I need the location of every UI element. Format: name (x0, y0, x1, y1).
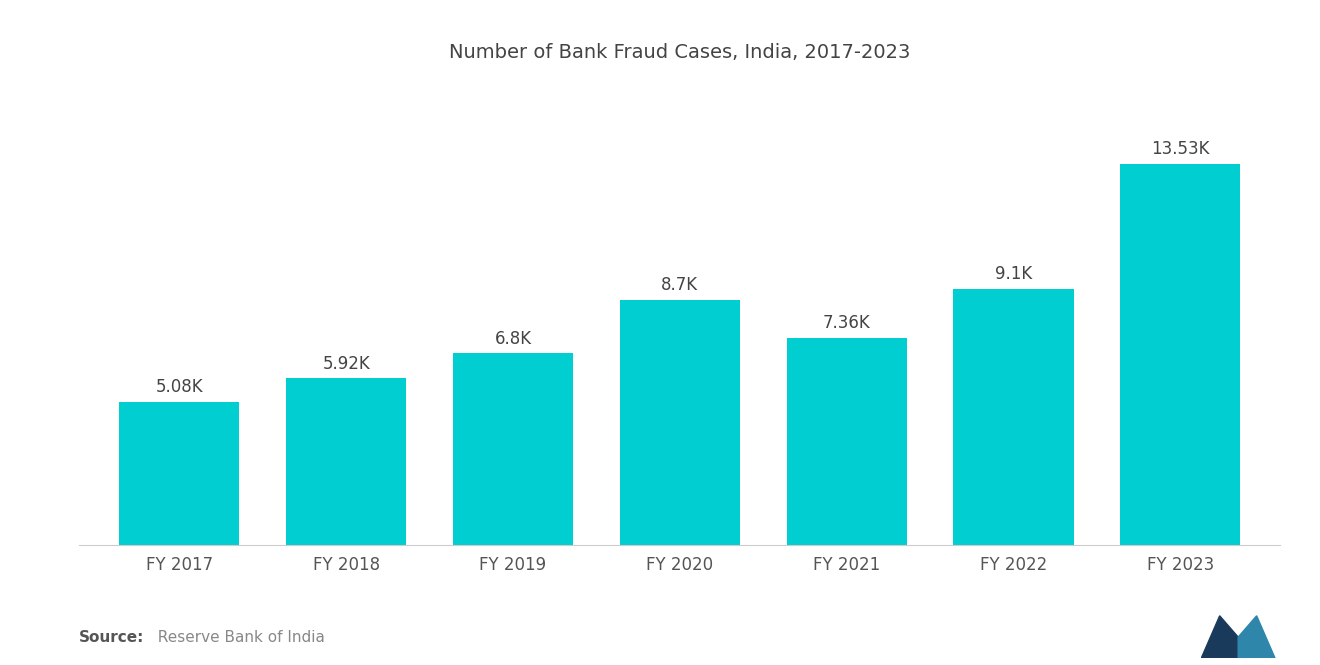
Text: 8.7K: 8.7K (661, 276, 698, 294)
Bar (787, 338, 907, 545)
Bar (453, 354, 573, 545)
Text: Reserve Bank of India: Reserve Bank of India (148, 630, 325, 645)
Text: 5.92K: 5.92K (322, 354, 370, 372)
Text: 9.1K: 9.1K (995, 265, 1032, 283)
Bar (119, 402, 239, 545)
Bar (1121, 164, 1241, 545)
Polygon shape (1201, 616, 1238, 658)
Text: 13.53K: 13.53K (1151, 140, 1209, 158)
Bar (286, 378, 407, 545)
Text: 6.8K: 6.8K (495, 330, 532, 348)
Title: Number of Bank Fraud Cases, India, 2017-2023: Number of Bank Fraud Cases, India, 2017-… (449, 43, 911, 62)
Text: 5.08K: 5.08K (156, 378, 203, 396)
Polygon shape (1238, 616, 1275, 658)
Text: 7.36K: 7.36K (822, 314, 870, 332)
Bar (953, 289, 1073, 545)
Text: Source:: Source: (79, 630, 145, 645)
Bar (620, 300, 739, 545)
